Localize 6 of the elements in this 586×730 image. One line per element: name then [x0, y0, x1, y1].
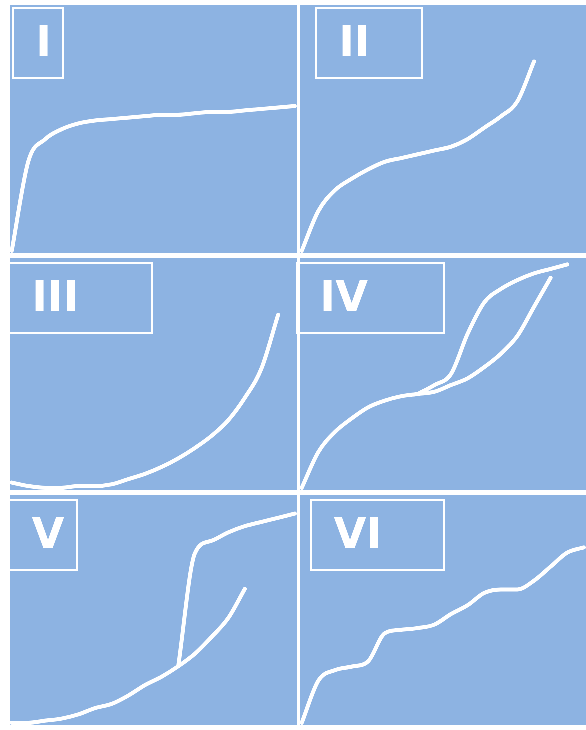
chart-title: VI	[310, 499, 445, 571]
chart-title: IV	[296, 262, 445, 334]
chart-title: V	[8, 499, 78, 571]
chart-title: II	[315, 7, 423, 79]
chart-title: III	[8, 262, 153, 334]
chart-title: I	[12, 7, 64, 79]
